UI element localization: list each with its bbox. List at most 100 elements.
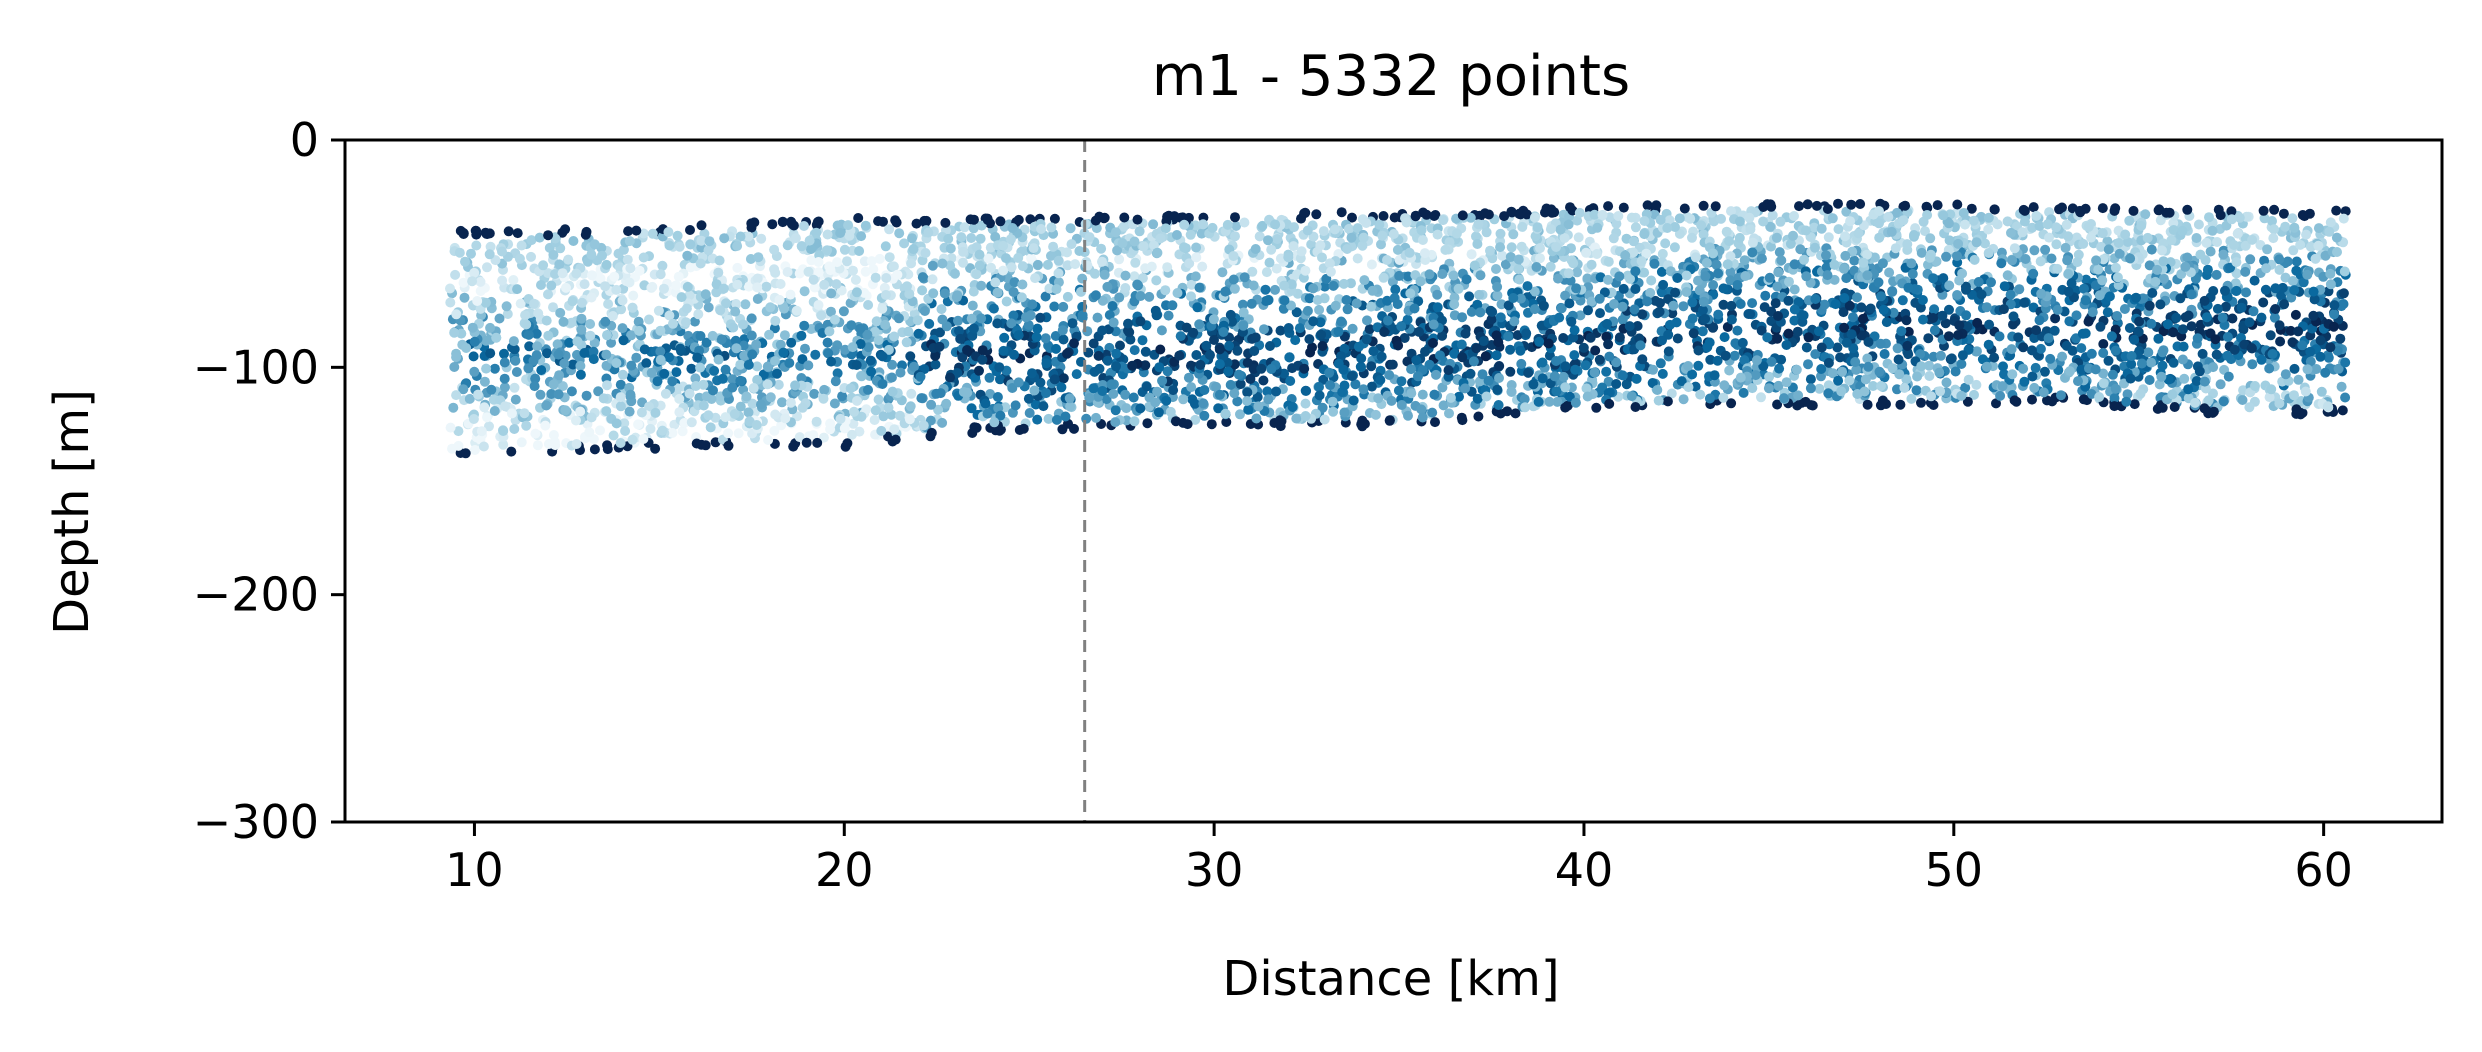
data-point bbox=[459, 292, 470, 303]
data-point bbox=[1379, 327, 1390, 337]
data-point bbox=[1785, 238, 1796, 249]
data-point bbox=[1641, 248, 1652, 259]
data-point bbox=[1394, 270, 1405, 281]
data-point bbox=[1655, 214, 1666, 225]
data-point bbox=[467, 276, 478, 287]
data-point bbox=[2193, 219, 2204, 230]
data-point bbox=[682, 281, 693, 292]
data-point bbox=[2109, 393, 2120, 404]
data-point bbox=[595, 425, 605, 436]
data-point bbox=[2028, 202, 2039, 213]
data-point bbox=[1724, 365, 1735, 376]
data-point bbox=[904, 414, 915, 425]
data-point bbox=[1445, 392, 1456, 403]
data-point bbox=[732, 279, 743, 290]
data-point bbox=[1953, 330, 1964, 340]
data-point bbox=[1190, 271, 1201, 282]
data-point bbox=[660, 388, 671, 399]
data-point bbox=[1888, 307, 1899, 318]
data-point bbox=[1583, 305, 1593, 316]
data-point bbox=[1745, 224, 1756, 235]
data-point bbox=[1428, 319, 1439, 330]
data-point bbox=[1186, 279, 1197, 290]
data-point bbox=[1849, 255, 1860, 266]
data-point bbox=[1642, 296, 1653, 307]
data-point bbox=[1006, 262, 1017, 273]
data-point bbox=[2302, 269, 2313, 280]
data-point bbox=[1814, 383, 1825, 394]
data-point bbox=[1198, 398, 1209, 409]
data-point bbox=[684, 290, 695, 301]
data-point bbox=[563, 254, 574, 265]
data-point bbox=[486, 384, 497, 395]
data-point bbox=[1393, 385, 1404, 396]
data-point bbox=[1190, 414, 1201, 425]
data-point bbox=[1358, 232, 1369, 243]
data-point bbox=[509, 344, 520, 355]
data-point bbox=[476, 426, 487, 437]
data-point bbox=[1957, 350, 1968, 361]
data-point bbox=[479, 376, 490, 387]
data-point bbox=[1827, 213, 1838, 224]
data-point bbox=[2098, 348, 2109, 358]
data-point bbox=[1142, 418, 1153, 429]
data-point bbox=[1698, 200, 1709, 211]
data-point bbox=[1127, 360, 1138, 371]
data-point bbox=[510, 355, 521, 366]
data-point bbox=[2204, 212, 2214, 223]
data-point bbox=[1601, 366, 1612, 377]
data-point bbox=[1722, 259, 1733, 270]
data-point bbox=[880, 290, 891, 300]
data-point bbox=[1654, 306, 1665, 317]
data-point bbox=[1667, 308, 1678, 319]
data-point bbox=[2124, 215, 2135, 226]
data-point bbox=[1903, 326, 1914, 337]
data-point bbox=[1980, 238, 1990, 249]
data-point bbox=[1324, 258, 1335, 269]
data-point bbox=[830, 376, 841, 387]
data-point bbox=[2287, 337, 2298, 348]
data-point bbox=[1040, 333, 1051, 344]
data-point bbox=[1472, 299, 1483, 310]
data-point bbox=[618, 335, 629, 346]
data-point bbox=[1940, 318, 1951, 329]
data-point bbox=[731, 343, 742, 354]
data-point bbox=[603, 299, 614, 309]
data-point bbox=[1765, 221, 1776, 232]
data-point bbox=[2057, 202, 2067, 213]
data-point bbox=[1230, 212, 1240, 223]
data-point bbox=[1153, 407, 1164, 418]
data-point bbox=[652, 376, 663, 387]
data-point bbox=[1199, 385, 1210, 395]
data-point bbox=[1232, 396, 1243, 407]
data-point bbox=[519, 408, 530, 419]
data-point bbox=[1712, 355, 1723, 366]
data-point bbox=[1877, 258, 1888, 269]
data-point bbox=[2018, 363, 2029, 374]
data-point bbox=[1819, 299, 1830, 310]
data-point bbox=[571, 415, 581, 426]
data-point bbox=[468, 351, 479, 362]
data-point bbox=[566, 386, 577, 397]
data-point bbox=[731, 299, 742, 309]
data-point bbox=[1721, 226, 1732, 237]
data-point bbox=[1611, 218, 1622, 229]
data-point bbox=[1123, 318, 1133, 329]
data-point bbox=[1155, 344, 1166, 355]
data-point bbox=[1718, 283, 1729, 294]
data-point bbox=[531, 350, 542, 361]
data-point bbox=[1120, 389, 1131, 400]
data-point bbox=[1886, 226, 1897, 237]
data-point bbox=[536, 280, 546, 290]
data-point bbox=[1156, 325, 1167, 336]
data-point bbox=[977, 345, 988, 356]
data-point bbox=[1499, 211, 1510, 222]
data-point bbox=[2249, 275, 2260, 286]
data-point bbox=[1747, 237, 1758, 248]
data-point bbox=[1516, 358, 1527, 369]
data-point bbox=[1478, 336, 1489, 347]
data-point bbox=[1279, 295, 1290, 306]
data-point bbox=[1388, 229, 1399, 239]
data-point bbox=[2195, 249, 2206, 260]
data-point bbox=[1009, 277, 1020, 288]
